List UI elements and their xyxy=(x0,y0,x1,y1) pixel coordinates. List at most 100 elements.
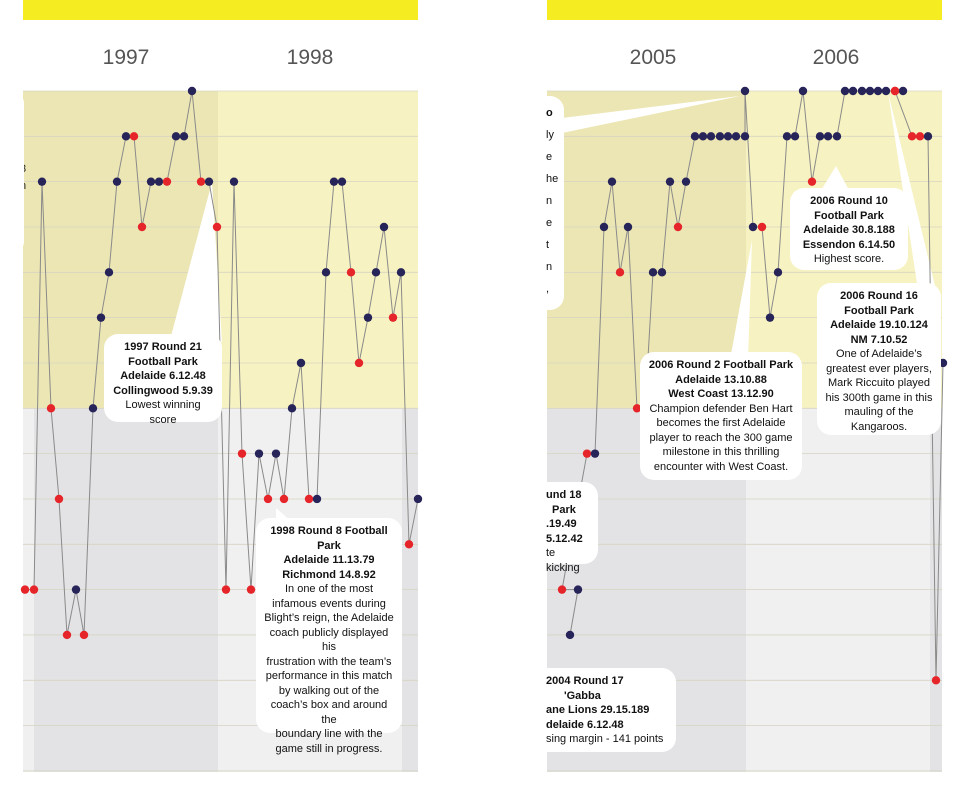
win-point-11 xyxy=(648,268,658,277)
win-point-18 xyxy=(706,132,716,141)
win-point-20 xyxy=(187,86,197,96)
win-point-12 xyxy=(657,268,667,277)
loss-point-39 xyxy=(346,268,356,277)
loss-point-0 xyxy=(20,585,30,594)
loss-point-31 xyxy=(279,494,289,504)
win-point-22 xyxy=(204,177,214,186)
loss-point-17 xyxy=(162,177,172,186)
loss-point-1 xyxy=(29,585,39,594)
win-point-42 xyxy=(898,86,908,96)
callout-pointer xyxy=(820,166,850,192)
year-banner xyxy=(547,0,942,20)
partial-callout-edge xyxy=(10,95,24,250)
callout-pointer xyxy=(562,96,740,133)
year-banner xyxy=(23,0,418,20)
win-point-33 xyxy=(296,358,306,368)
win-point-37 xyxy=(857,86,867,96)
win-point-42 xyxy=(371,268,381,277)
callout-1997-round-21: 1997 Round 21 Football Park Adelaide 6.1… xyxy=(104,334,222,426)
win-point-13 xyxy=(665,177,675,186)
win-point-4 xyxy=(590,449,600,458)
loss-point-44 xyxy=(907,132,917,141)
loss-point-24 xyxy=(221,585,231,594)
win-point-15 xyxy=(146,177,156,186)
loss-point-45 xyxy=(915,132,925,141)
loss-point-7 xyxy=(615,268,625,277)
loss-point-27 xyxy=(246,585,256,594)
callout-2006-round-10: 2006 Round 10 Football Park Adelaide 30.… xyxy=(790,188,908,270)
loss-point-23 xyxy=(212,222,222,232)
win-point-17 xyxy=(698,132,708,141)
callout-2006-round-16: 2006 Round 16 Football Park Adelaide 19.… xyxy=(817,283,941,435)
loss-point-2 xyxy=(557,585,567,594)
callout-pointer xyxy=(170,182,222,342)
win-point-24 xyxy=(748,222,758,232)
win-point-36 xyxy=(321,268,331,277)
win-point-18 xyxy=(171,132,181,141)
loss-point-25 xyxy=(757,222,767,232)
callout-1998-round-8: 1998 Round 8 Football Park Adelaide 11.1… xyxy=(256,518,402,755)
win-point-45 xyxy=(396,268,406,277)
win-point-40 xyxy=(881,86,891,96)
win-point-21 xyxy=(731,132,741,141)
win-point-41 xyxy=(363,313,373,322)
win-point-19 xyxy=(715,132,725,141)
loss-point-40 xyxy=(354,358,364,368)
win-point-6 xyxy=(607,177,617,186)
year-label-2005: 2005 xyxy=(630,46,677,69)
win-point-8 xyxy=(88,404,98,413)
loss-point-34 xyxy=(304,494,314,504)
win-point-34 xyxy=(832,132,842,141)
win-point-35 xyxy=(312,494,322,504)
win-point-26 xyxy=(765,313,775,322)
year-label-1998: 1998 xyxy=(287,46,334,69)
loss-point-31 xyxy=(807,177,817,186)
loss-point-26 xyxy=(237,449,247,458)
win-point-29 xyxy=(790,132,800,141)
win-point-46 xyxy=(923,132,933,141)
win-point-28 xyxy=(254,449,264,458)
win-point-23 xyxy=(740,86,750,96)
loss-point-44 xyxy=(388,313,398,322)
loss-point-46 xyxy=(404,540,414,549)
win-point-28 xyxy=(782,132,792,141)
win-point-0 xyxy=(565,630,575,640)
callout-round-18: und 18 Park .19.49 5.12.42 te kicking xyxy=(500,482,598,574)
loss-point-14 xyxy=(137,222,147,232)
win-point-19 xyxy=(179,132,189,141)
win-point-11 xyxy=(112,177,122,186)
win-point-32 xyxy=(287,404,297,413)
win-point-38 xyxy=(337,177,347,186)
win-point-25 xyxy=(229,177,239,186)
win-point-8 xyxy=(623,222,633,232)
year-label-1997: 1997 xyxy=(103,46,150,69)
win-point-16 xyxy=(154,177,164,186)
loss-point-3 xyxy=(582,449,592,458)
year-label-2006: 2006 xyxy=(813,46,860,69)
win-point-5 xyxy=(599,222,609,232)
win-point-10 xyxy=(104,268,114,277)
loss-point-47 xyxy=(931,676,941,685)
callout-2006-round-2: 2006 Round 2 Football Park Adelaide 13.1… xyxy=(640,352,802,480)
callout-partial-top-left: o ly e he n e t n , xyxy=(500,96,564,310)
win-point-22 xyxy=(740,132,750,141)
loss-point-4 xyxy=(54,494,64,504)
win-point-33 xyxy=(823,132,833,141)
callout-pointer xyxy=(888,92,936,290)
win-point-20 xyxy=(723,132,733,141)
win-point-9 xyxy=(96,313,106,322)
win-point-37 xyxy=(329,177,339,186)
win-point-16 xyxy=(690,132,700,141)
win-point-12 xyxy=(121,132,131,141)
callout-pointer xyxy=(730,240,752,360)
win-point-32 xyxy=(815,132,825,141)
win-point-30 xyxy=(798,86,808,96)
win-point-47 xyxy=(413,494,423,504)
win-point-2 xyxy=(37,177,47,186)
loss-point-43 xyxy=(890,86,900,96)
win-point-30 xyxy=(271,449,281,458)
win-point-43 xyxy=(379,222,389,232)
win-point-35 xyxy=(840,86,850,96)
loss-point-29 xyxy=(263,494,273,504)
